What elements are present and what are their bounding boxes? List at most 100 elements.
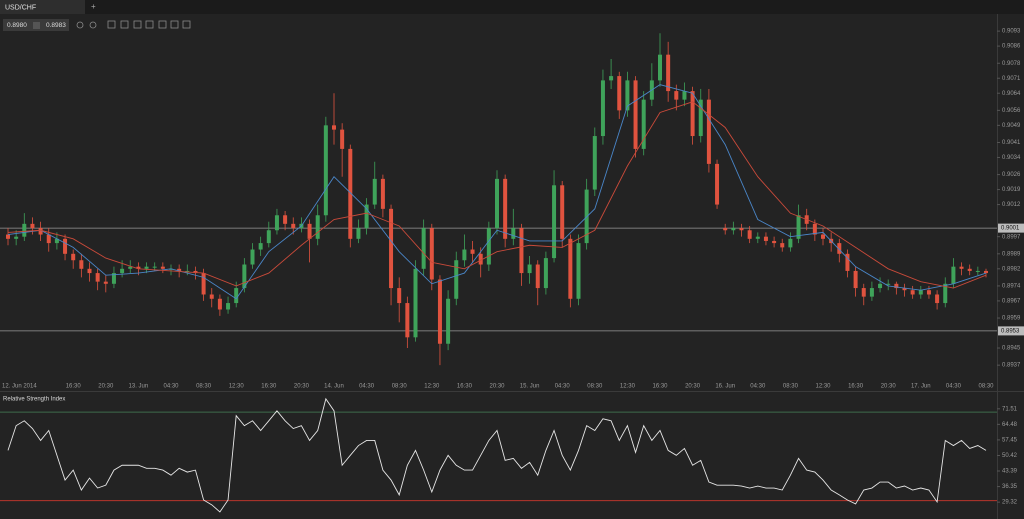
x-tick-label: 16. Jun: [715, 384, 735, 390]
candle-body: [389, 208, 394, 289]
x-tick-label: 12:30: [229, 384, 245, 390]
x-tick-label: 08:30: [196, 384, 212, 390]
candle-body: [910, 290, 915, 295]
tab-bar: [0, 0, 1024, 14]
candle-body: [698, 99, 703, 137]
candle-body: [226, 303, 231, 310]
y-tick-label: 0.8959: [1002, 316, 1021, 322]
candle-body: [869, 288, 874, 297]
quote-icon[interactable]: [33, 22, 40, 29]
candle-body: [87, 268, 92, 274]
tool[interactable]: [182, 20, 191, 29]
tool[interactable]: [120, 20, 129, 29]
x-tick-label: 08:30: [978, 384, 994, 390]
y-tick-label: 0.8945: [1002, 346, 1021, 352]
price-marker-label: 0.8953: [1001, 328, 1020, 334]
candle-body: [796, 215, 801, 239]
candle-body: [918, 290, 923, 295]
candle-body: [894, 283, 899, 289]
candle-body: [486, 228, 491, 265]
candle-body: [307, 223, 312, 239]
candle-body: [315, 215, 320, 239]
candle-body: [201, 273, 206, 295]
moving-average: [7, 101, 987, 289]
candle-body: [552, 185, 557, 259]
candle-body: [519, 228, 524, 274]
bid[interactable]: 0.8980: [7, 22, 27, 29]
candle-body: [111, 273, 116, 284]
candle-body: [886, 283, 891, 285]
candle-body: [209, 294, 214, 299]
candles: [6, 33, 988, 366]
candle-body: [763, 236, 768, 241]
x-tick-label: 20:30: [685, 384, 701, 390]
candle-body: [128, 266, 133, 269]
candle-body: [715, 163, 720, 205]
new-tab[interactable]: +: [91, 2, 96, 11]
candle-body: [413, 268, 418, 338]
tool[interactable]: [170, 20, 179, 29]
candle-body: [397, 288, 402, 304]
y-tick-label: 50.42: [1002, 453, 1018, 459]
candle-body: [348, 148, 353, 239]
candle-body: [380, 178, 385, 209]
x-tick-label: 14. Jun: [324, 384, 344, 390]
y-tick-label: 0.9026: [1002, 172, 1021, 178]
x-tick-label: 20:30: [294, 384, 310, 390]
tab[interactable]: [0, 0, 85, 14]
y-tick-label: 0.9049: [1002, 123, 1021, 129]
tool[interactable]: [158, 20, 167, 29]
ask[interactable]: 0.8983: [46, 22, 66, 29]
y-tick-label: 57.45: [1002, 437, 1018, 443]
zoom-in[interactable]: [76, 21, 84, 29]
x-tick-label: 04:30: [750, 384, 766, 390]
x-tick-label: 16:30: [261, 384, 277, 390]
candle-body: [878, 283, 883, 289]
candle-body: [723, 228, 728, 231]
candle-body: [38, 228, 43, 235]
candle-body: [674, 91, 679, 100]
y-tick-label: 0.8967: [1002, 298, 1021, 304]
candle-body: [177, 268, 182, 271]
price-marker: [998, 326, 1024, 336]
y-tick-label: 0.8989: [1002, 251, 1021, 257]
price-marker: [998, 223, 1024, 233]
candle-body: [951, 266, 956, 284]
tab-title[interactable]: USD/CHF: [5, 4, 36, 11]
x-tick-label: 20:30: [881, 384, 897, 390]
zoom-out[interactable]: [89, 21, 97, 29]
candle-body: [812, 223, 817, 235]
y-tick-label: 29.32: [1002, 500, 1018, 506]
y-tick-label: 0.9056: [1002, 108, 1021, 114]
tool[interactable]: [107, 20, 116, 29]
x-tick-label: 15. Jun: [520, 384, 540, 390]
tool[interactable]: [133, 20, 142, 29]
x-tick-label: 12:30: [620, 384, 636, 390]
candle-body: [429, 228, 434, 280]
candle-body: [975, 270, 980, 272]
y-tick-label: 0.9093: [1002, 29, 1021, 35]
candle-body: [658, 54, 662, 81]
x-tick-label: 08:30: [783, 384, 799, 390]
toolbar: [76, 20, 191, 29]
candle-body: [535, 264, 540, 289]
y-tick-label: 0.8974: [1002, 284, 1021, 290]
candle-body: [641, 99, 646, 149]
candle-body: [185, 270, 190, 272]
candle-body: [95, 273, 100, 282]
candle-body: [46, 234, 51, 244]
candle-body: [291, 223, 296, 229]
candle-body: [364, 204, 369, 229]
candle-body: [470, 249, 475, 254]
candle-body: [617, 76, 622, 111]
candle-body: [14, 236, 19, 239]
tool[interactable]: [145, 20, 154, 29]
x-tick-label: 04:30: [946, 384, 962, 390]
candle-body: [478, 253, 483, 265]
candle-body: [690, 91, 695, 137]
x-tick-label: 16:30: [66, 384, 82, 390]
candle-body: [527, 264, 532, 274]
candle-body: [462, 249, 467, 261]
candle-body: [79, 260, 84, 269]
